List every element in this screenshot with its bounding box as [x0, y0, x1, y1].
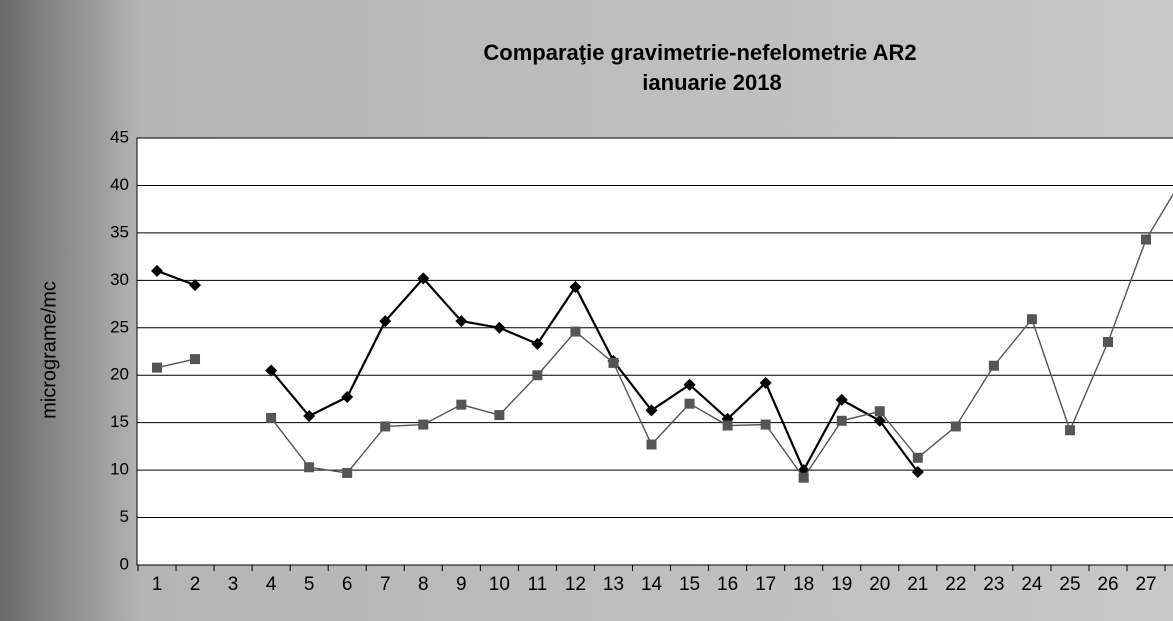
x-tick-label: 12 — [565, 574, 586, 595]
y-tick-label: 10 — [110, 460, 129, 479]
x-tick-label: 1 — [152, 574, 163, 595]
point-marker — [911, 466, 924, 479]
point-marker — [303, 410, 316, 423]
point-marker — [266, 412, 277, 423]
x-tick-label: 10 — [489, 574, 510, 595]
x-tick-label: 6 — [342, 574, 353, 595]
point-marker — [151, 264, 163, 277]
series-line — [156, 269, 919, 473]
x-tick-label: 24 — [1021, 574, 1043, 595]
point-marker — [341, 391, 354, 404]
point-marker — [190, 354, 201, 365]
point-marker — [912, 452, 923, 463]
point-marker — [1141, 234, 1152, 245]
point-marker — [152, 362, 162, 373]
point-marker — [760, 419, 771, 430]
point-marker — [532, 370, 543, 381]
point-marker — [874, 406, 885, 417]
plot-area — [136, 137, 1173, 566]
point-marker — [988, 360, 999, 371]
x-tick-label: 21 — [907, 574, 928, 595]
x-tick-label: 2 — [190, 574, 201, 595]
point-marker — [531, 337, 544, 350]
x-tick-label: 25 — [1059, 574, 1080, 595]
x-tick-label: 11 — [528, 574, 548, 595]
point-marker — [1064, 425, 1075, 436]
point-marker — [379, 315, 392, 328]
point-marker — [646, 439, 657, 450]
point-marker — [569, 280, 582, 293]
point-marker — [380, 421, 391, 432]
x-tick-label: 14 — [641, 574, 663, 595]
chart-subtitle: ianuarie 2018 — [642, 70, 781, 95]
point-marker — [684, 398, 695, 409]
x-tick-label: 16 — [717, 574, 738, 595]
y-tick-label: 25 — [110, 317, 129, 336]
point-marker — [417, 272, 430, 285]
point-marker — [683, 378, 696, 391]
point-marker — [1103, 337, 1113, 348]
point-marker — [873, 414, 886, 427]
point-marker — [835, 393, 848, 406]
y-tick-label: 5 — [120, 507, 129, 526]
point-marker — [265, 364, 278, 377]
x-tick-label: 19 — [831, 574, 852, 595]
x-tick-label: 18 — [793, 574, 814, 595]
y-tick-label: 30 — [110, 270, 129, 289]
point-marker — [836, 415, 847, 426]
point-marker — [189, 279, 202, 292]
x-tick-label: 27 — [1135, 574, 1156, 595]
y-tick-label: 35 — [110, 222, 129, 241]
x-tick-label: 17 — [755, 574, 776, 595]
chart-title: Comparaţie gravimetrie-nefelometrie AR2 — [483, 40, 916, 65]
point-marker — [759, 376, 772, 389]
point-marker — [570, 326, 581, 337]
y-tick-label: 0 — [120, 554, 129, 573]
x-tick-label: 5 — [304, 574, 315, 595]
point-marker — [494, 410, 505, 421]
point-marker — [418, 419, 429, 430]
y-tick-label: 15 — [110, 412, 129, 431]
point-marker — [645, 404, 658, 417]
x-tick-label: 8 — [418, 574, 429, 595]
x-tick-label: 26 — [1097, 574, 1118, 595]
y-tick-label: 20 — [110, 365, 129, 384]
x-tick-label: 13 — [603, 574, 624, 595]
y-tick-label: 40 — [110, 175, 129, 194]
point-marker — [950, 421, 961, 432]
x-tick-label: 20 — [869, 574, 890, 595]
y-axis-label: micrograme/mc — [38, 281, 60, 419]
x-tick-label: 9 — [456, 574, 467, 595]
y-tick-label: 45 — [110, 127, 129, 146]
point-marker — [456, 399, 467, 410]
x-tick-label: 4 — [266, 574, 277, 595]
point-marker — [1026, 314, 1037, 325]
point-marker — [455, 315, 468, 328]
x-tick-label: 7 — [380, 574, 391, 595]
point-marker — [493, 321, 506, 334]
point-marker — [304, 462, 315, 473]
x-tick-label: 22 — [945, 574, 966, 595]
point-marker — [342, 467, 353, 478]
x-tick-label: 3 — [228, 574, 239, 595]
point-marker — [798, 472, 809, 483]
x-tick-label: 23 — [983, 574, 1004, 595]
x-tick-label: 15 — [679, 574, 700, 595]
point-marker — [608, 357, 619, 368]
point-marker — [722, 420, 733, 431]
